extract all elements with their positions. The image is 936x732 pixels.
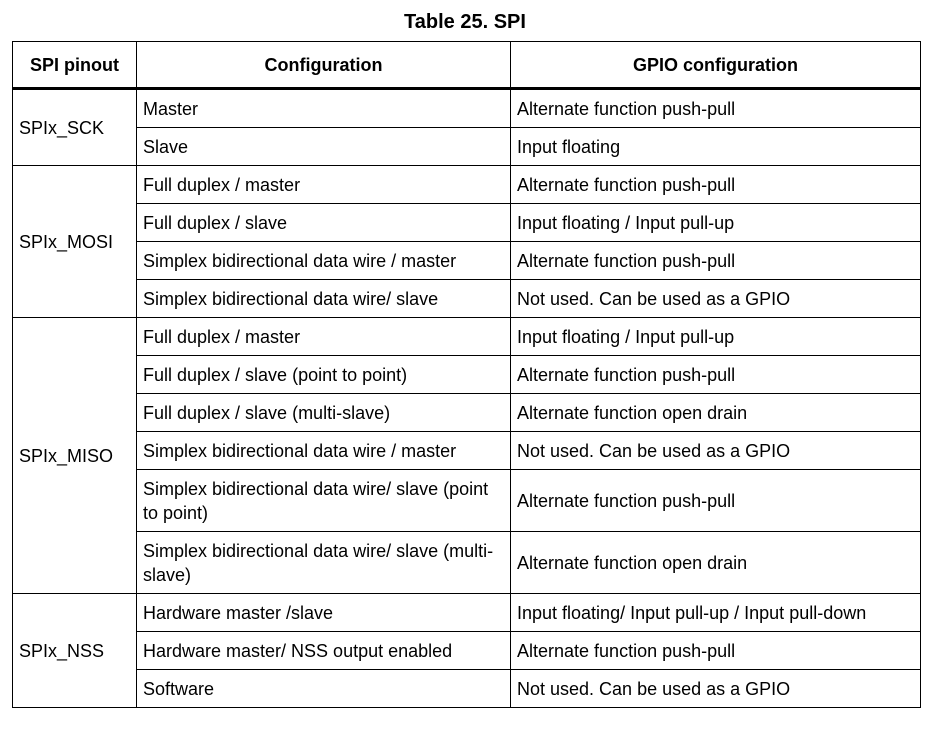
table-row: Slave Input floating	[13, 127, 921, 166]
gpio-cell: Alternate function push-pull	[510, 165, 921, 204]
header-spi-pinout: SPI pinout	[12, 41, 137, 90]
table-row: Simplex bidirectional data wire/ slave (…	[13, 469, 921, 532]
configuration-cell: Simplex bidirectional data wire / master	[136, 241, 511, 280]
header-configuration: Configuration	[136, 41, 511, 90]
configuration-cell: Master	[136, 88, 511, 128]
header-row: SPI pinout Configuration GPIO configurat…	[12, 41, 921, 90]
gpio-cell: Alternate function push-pull	[510, 631, 921, 670]
pinout-cell-mosi: SPIx_MOSI	[12, 165, 137, 318]
configuration-cell: Full duplex / master	[136, 165, 511, 204]
table-row: Simplex bidirectional data wire / master…	[13, 241, 921, 280]
header-gpio-configuration: GPIO configuration	[510, 41, 921, 90]
table-row: Simplex bidirectional data wire/ slave (…	[13, 531, 921, 594]
table-row: SPIx_MISO Full duplex / master Input flo…	[12, 317, 921, 594]
table-row: Hardware master/ NSS output enabled Alte…	[13, 631, 921, 670]
gpio-cell: Not used. Can be used as a GPIO	[510, 431, 921, 470]
configuration-cell: Simplex bidirectional data wire/ slave (…	[136, 469, 511, 532]
table-row: SPIx_SCK Master Alternate function push-…	[12, 88, 921, 166]
pinout-cell-nss: SPIx_NSS	[12, 593, 137, 708]
configuration-cell: Simplex bidirectional data wire/ slave	[136, 279, 511, 318]
table-caption: Table 25. SPI	[404, 11, 526, 33]
table-row: SPIx_MOSI Full duplex / master Alternate…	[12, 165, 921, 318]
pinout-cell-miso: SPIx_MISO	[12, 317, 137, 594]
table-row: Full duplex / slave Input floating / Inp…	[13, 203, 921, 242]
table-row: Simplex bidirectional data wire / master…	[13, 431, 921, 470]
configuration-cell: Hardware master/ NSS output enabled	[136, 631, 511, 670]
gpio-cell: Alternate function push-pull	[510, 355, 921, 394]
gpio-cell: Input floating	[510, 127, 921, 166]
configuration-cell: Full duplex / slave (multi-slave)	[136, 393, 511, 432]
table-row: SPIx_NSS Hardware master /slave Input fl…	[12, 593, 921, 708]
configuration-cell: Full duplex / slave (point to point)	[136, 355, 511, 394]
gpio-cell: Alternate function push-pull	[510, 241, 921, 280]
configuration-cell: Full duplex / slave	[136, 203, 511, 242]
gpio-cell: Alternate function open drain	[510, 393, 921, 432]
gpio-cell: Not used. Can be used as a GPIO	[510, 279, 921, 318]
configuration-cell: Full duplex / master	[136, 317, 511, 356]
table-row: Full duplex / slave (multi-slave) Altern…	[13, 393, 921, 432]
pinout-cell-sck: SPIx_SCK	[12, 88, 137, 166]
gpio-cell: Alternate function push-pull	[510, 88, 921, 128]
configuration-cell: Software	[136, 669, 511, 708]
gpio-cell: Input floating / Input pull-up	[510, 203, 921, 242]
configuration-cell: Simplex bidirectional data wire/ slave (…	[136, 531, 511, 594]
gpio-cell: Input floating/ Input pull-up / Input pu…	[510, 593, 921, 632]
gpio-cell: Not used. Can be used as a GPIO	[510, 669, 921, 708]
gpio-cell: Alternate function open drain	[510, 531, 921, 594]
table-row: Full duplex / slave (point to point) Alt…	[13, 355, 921, 394]
configuration-cell: Slave	[136, 127, 511, 166]
spi-table: SPI pinout Configuration GPIO configurat…	[12, 41, 921, 708]
configuration-cell: Hardware master /slave	[136, 593, 511, 632]
gpio-cell: Alternate function push-pull	[510, 469, 921, 532]
table-row: Simplex bidirectional data wire/ slave N…	[13, 279, 921, 318]
gpio-cell: Input floating / Input pull-up	[510, 317, 921, 356]
configuration-cell: Simplex bidirectional data wire / master	[136, 431, 511, 470]
table-row: Software Not used. Can be used as a GPIO	[13, 669, 921, 708]
